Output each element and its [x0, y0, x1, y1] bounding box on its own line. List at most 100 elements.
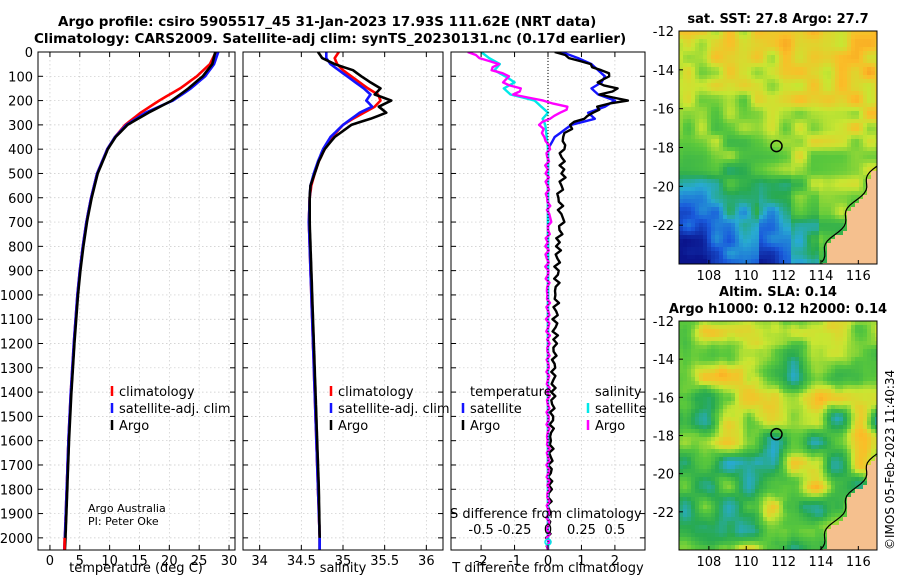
map-cell	[827, 401, 831, 405]
map-cell	[811, 433, 815, 437]
map-cell	[743, 385, 747, 389]
map-cell	[731, 337, 735, 341]
map-cell	[787, 397, 791, 401]
map-cell	[823, 349, 827, 353]
map-cell	[735, 251, 739, 255]
map-cell	[819, 457, 823, 461]
map-cell	[795, 251, 799, 255]
map-cell	[699, 195, 703, 199]
map-cell	[811, 425, 815, 429]
map-cell	[843, 67, 847, 71]
map-cell	[751, 43, 755, 47]
map-cell	[743, 365, 747, 369]
map-cell	[827, 95, 831, 99]
map-cell	[875, 333, 877, 337]
map-cell	[763, 179, 767, 183]
map-cell	[775, 457, 779, 461]
map-cell	[819, 437, 823, 441]
map-cell	[739, 373, 743, 377]
map-cell	[791, 187, 795, 191]
map-cell	[743, 47, 747, 51]
map-cell	[875, 251, 877, 255]
map-cell	[803, 409, 807, 413]
map-cell	[767, 337, 771, 341]
map-cell	[715, 79, 719, 83]
map-cell	[803, 87, 807, 91]
map-cell	[763, 123, 767, 127]
map-cell	[731, 123, 735, 127]
map-cell	[763, 175, 767, 179]
map-cell	[875, 369, 877, 373]
map-cell	[699, 227, 703, 231]
map-cell	[831, 409, 835, 413]
map-cell	[727, 381, 731, 385]
map-cell	[683, 333, 687, 337]
map-cell	[823, 127, 827, 131]
map-cell	[875, 123, 877, 127]
map-cell	[815, 163, 819, 167]
map-cell	[683, 401, 687, 405]
map-cell	[775, 349, 779, 353]
map-cell	[751, 333, 755, 337]
map-cell	[875, 99, 877, 103]
map-cell	[851, 425, 855, 429]
map-cell	[759, 35, 763, 39]
map-cell	[727, 243, 731, 247]
map-cell	[711, 131, 715, 135]
map-cell	[723, 47, 727, 51]
map-cell	[691, 473, 695, 477]
map-cell	[819, 461, 823, 465]
map-cell	[767, 219, 771, 223]
map-cell	[811, 211, 815, 215]
map-cell	[719, 255, 723, 259]
map-cell	[867, 329, 871, 333]
map-cell	[775, 433, 779, 437]
map-cell	[763, 449, 767, 453]
map-cell	[851, 365, 855, 369]
map-cell	[811, 71, 815, 75]
map-cell	[855, 357, 859, 361]
map-cell	[727, 183, 731, 187]
map-cell	[875, 67, 877, 71]
map-cell	[775, 159, 779, 163]
map-cell	[855, 203, 859, 207]
map-cell	[767, 147, 771, 151]
map-cell	[743, 127, 747, 131]
map-cell	[703, 111, 707, 115]
map-cell	[835, 155, 839, 159]
map-cell	[775, 179, 779, 183]
map-cell	[775, 103, 779, 107]
map-cell	[711, 457, 715, 461]
map-cell	[783, 333, 787, 337]
map-cell	[835, 461, 839, 465]
map-cell	[775, 445, 779, 449]
map-cell	[811, 51, 815, 55]
map-cell	[719, 393, 723, 397]
map-cell	[835, 95, 839, 99]
map-cell	[743, 31, 747, 35]
map-cell	[707, 131, 711, 135]
map-cell	[699, 441, 703, 445]
map-cell	[791, 219, 795, 223]
map-cell	[787, 469, 791, 473]
map-cell	[791, 55, 795, 59]
map-cell	[859, 63, 863, 67]
map-cell	[867, 119, 871, 123]
map-cell	[739, 103, 743, 107]
map-cell	[723, 477, 727, 481]
map-cell	[783, 59, 787, 63]
map-cell	[807, 95, 811, 99]
map-cell	[695, 247, 699, 251]
map-cell	[783, 437, 787, 441]
map-cell	[751, 131, 755, 135]
map-cell	[715, 329, 719, 333]
map-cell	[871, 211, 875, 215]
map-cell	[775, 397, 779, 401]
map-cell	[803, 453, 807, 457]
map-cell	[871, 377, 875, 381]
map-cell	[783, 255, 787, 259]
map-cell	[743, 175, 747, 179]
map-cell	[799, 405, 803, 409]
map-cell	[695, 123, 699, 127]
map-cell	[703, 425, 707, 429]
